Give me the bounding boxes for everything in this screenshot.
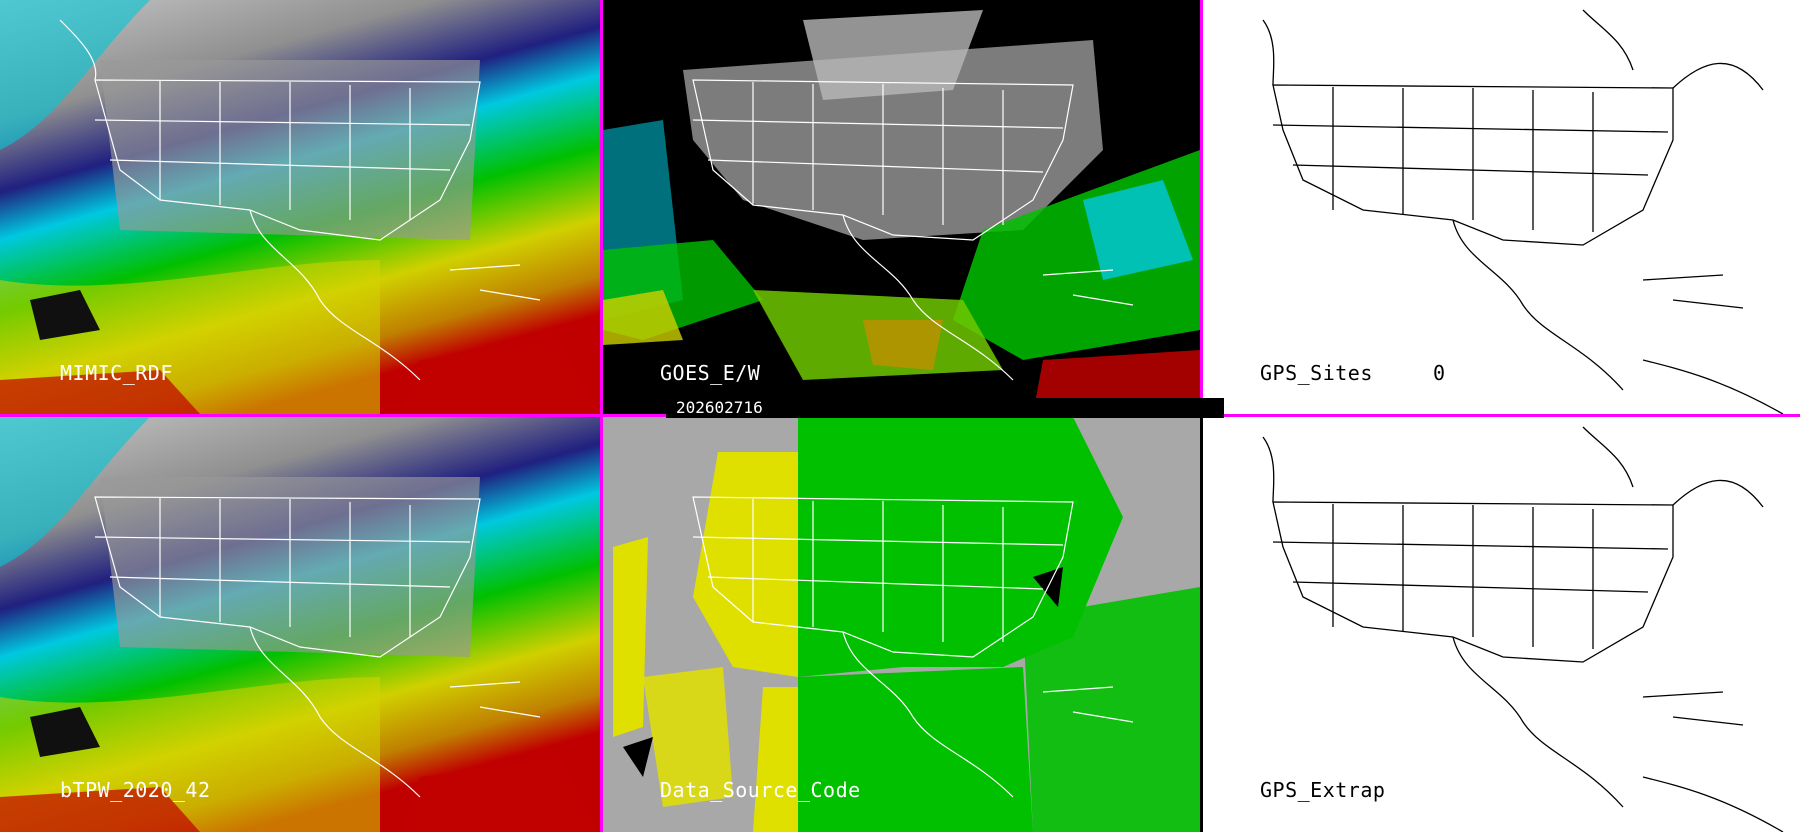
mimic-rdf-label: MIMIC_RDF xyxy=(60,361,173,385)
gps-extrap-panel: GPS_Extrap xyxy=(1203,417,1800,832)
goes-ew-label: GOES_E/W xyxy=(660,361,761,385)
btpw-label: bTPW_2020_42 xyxy=(60,778,211,802)
gps-sites-map xyxy=(1203,0,1800,414)
data-source-code-panel: Data_Source_Code xyxy=(603,417,1200,832)
btpw-panel: bTPW_2020_42 xyxy=(0,417,600,832)
gps-sites-panel: GPS_Sites 0 xyxy=(1203,0,1800,414)
goes-ew-panel: GOES_E/W xyxy=(603,0,1200,414)
goes-ew-map xyxy=(603,0,1200,414)
btpw-map xyxy=(0,417,600,832)
data-source-code-map xyxy=(603,417,1200,832)
vertical-divider-right xyxy=(1200,0,1203,417)
mimic-rdf-map xyxy=(0,0,600,414)
timestamp-bar: 202602716 xyxy=(666,398,1224,418)
gps-extrap-label: GPS_Extrap xyxy=(1260,778,1386,802)
gps-sites-count: 0 xyxy=(1433,361,1446,385)
gps-sites-label: GPS_Sites xyxy=(1260,361,1373,385)
mimic-rdf-panel: MIMIC_RDF xyxy=(0,0,600,414)
timestamp-text: 202602716 xyxy=(676,398,763,417)
data-source-code-label: Data_Source_Code xyxy=(660,778,861,802)
gps-extrap-map xyxy=(1203,417,1800,832)
